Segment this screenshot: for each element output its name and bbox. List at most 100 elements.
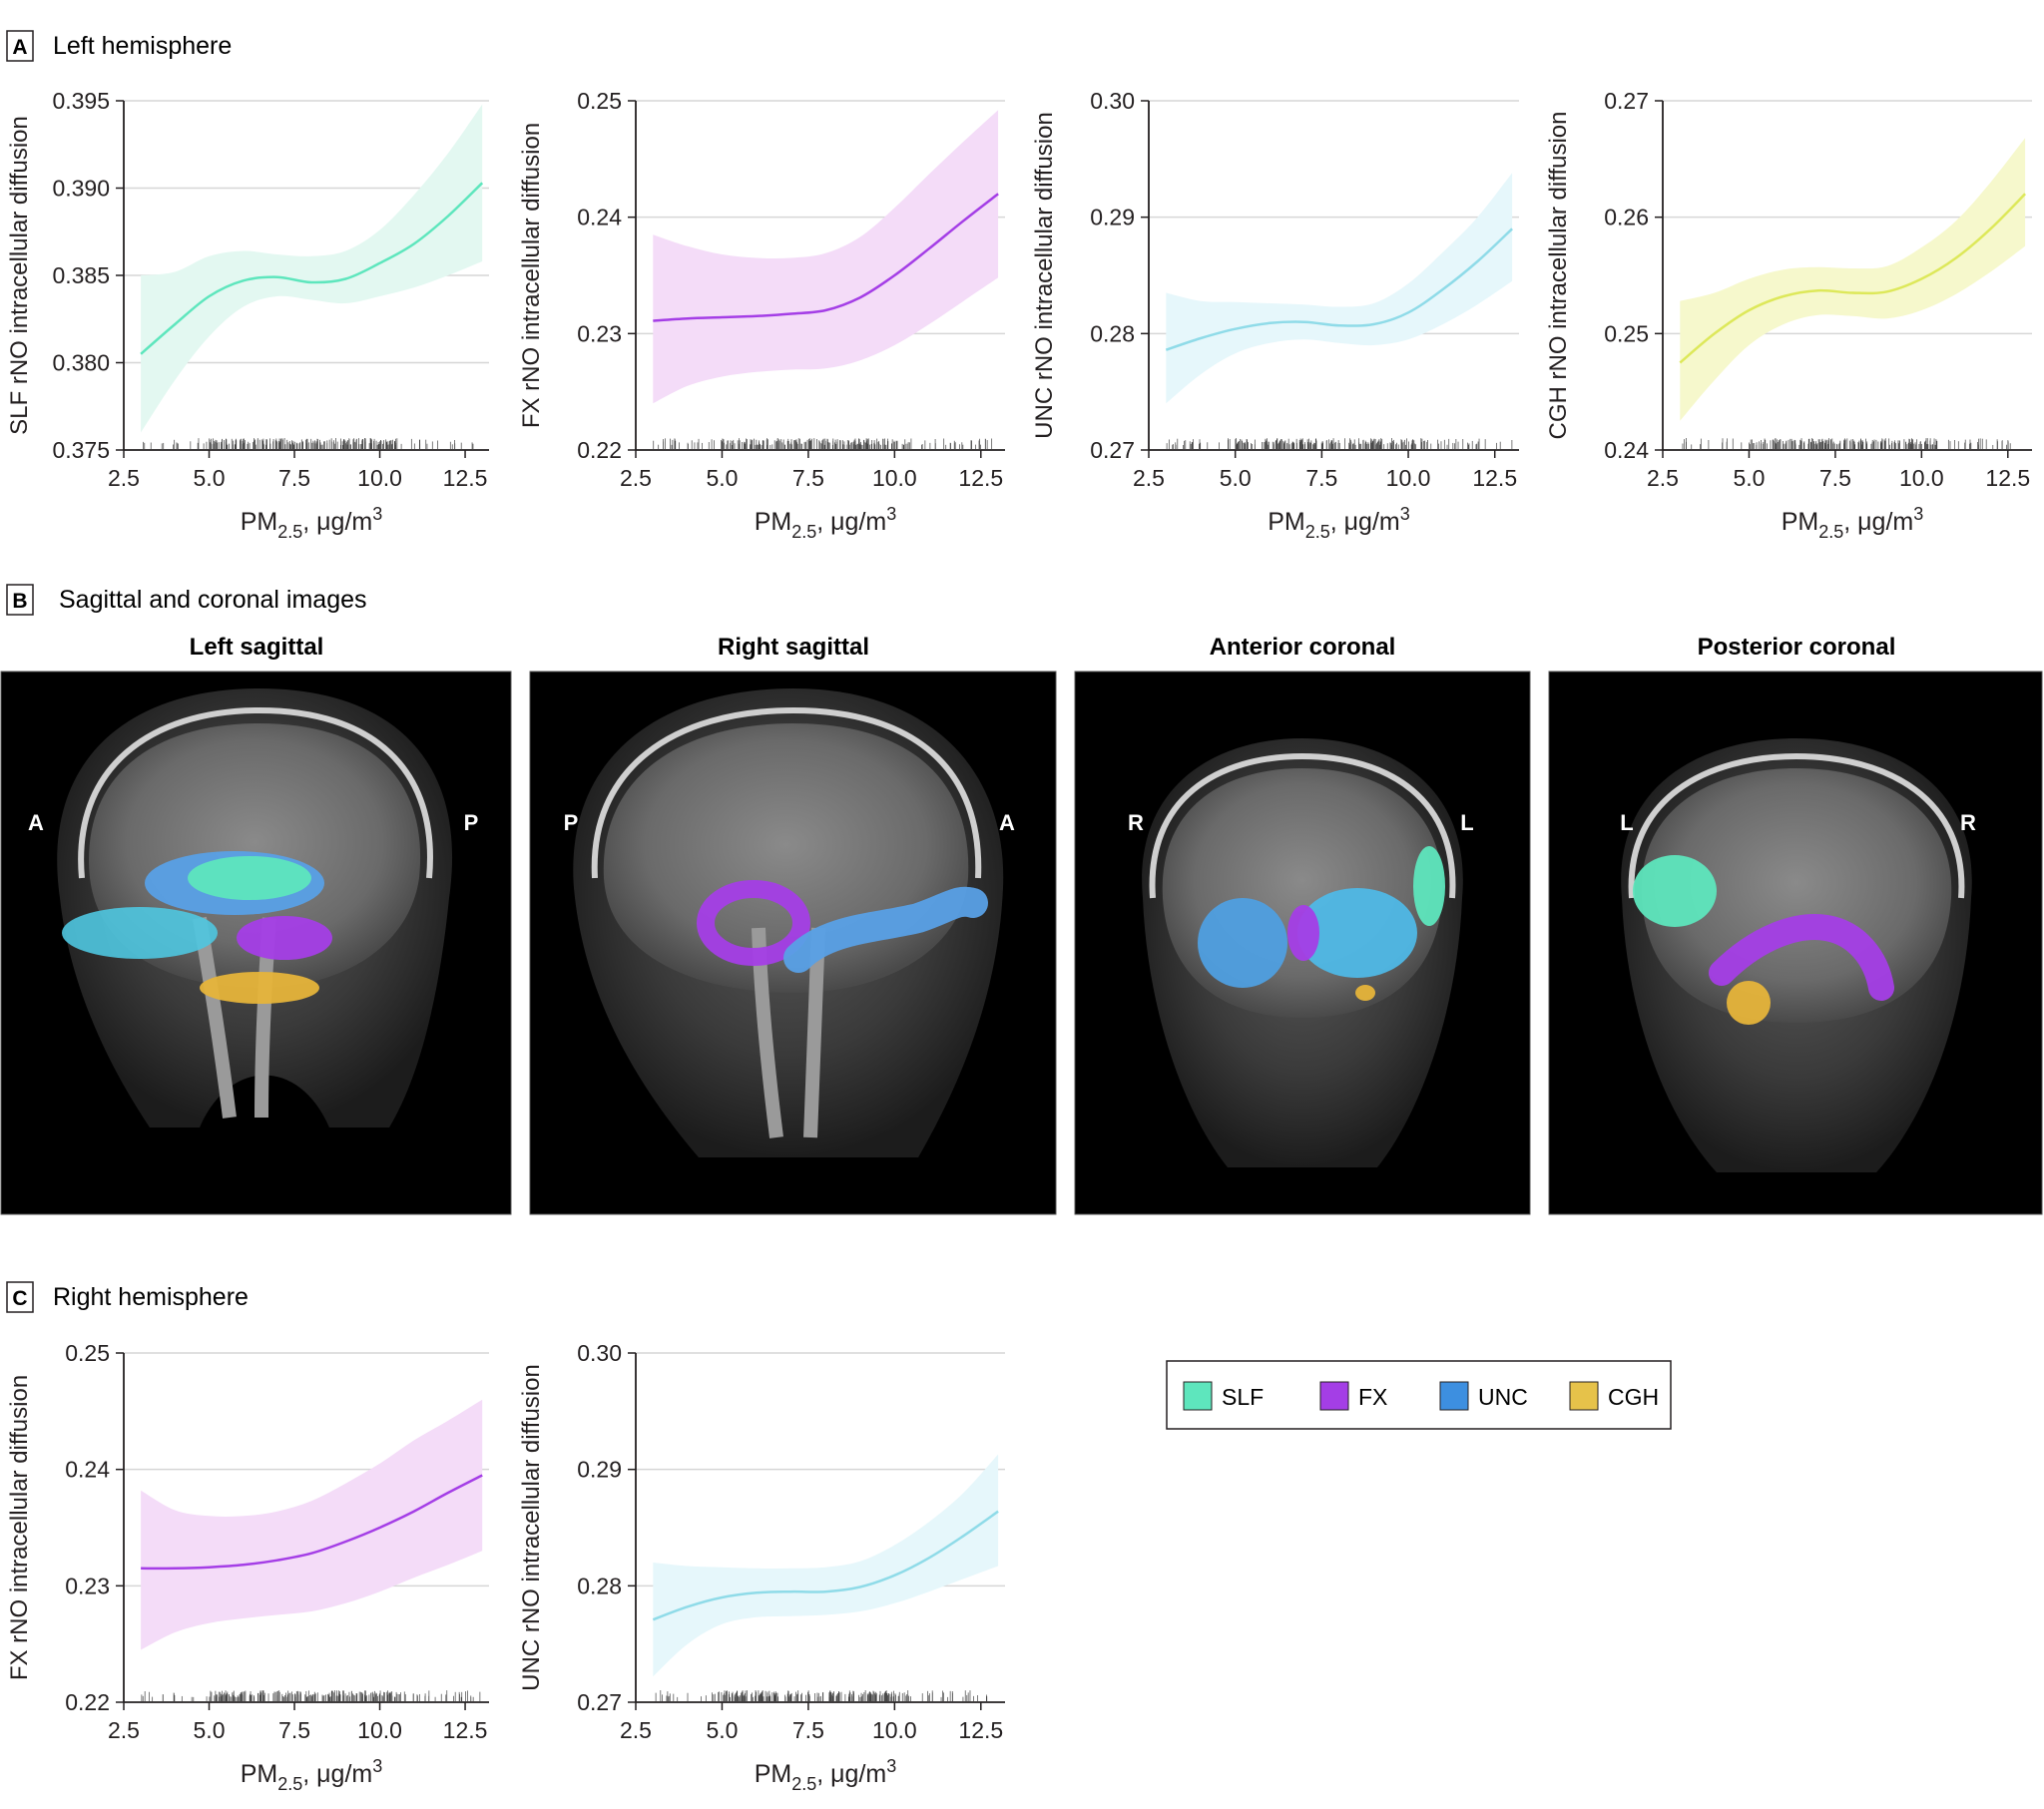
image-title-anterior-coronal: Anterior coronal [1210,634,1396,661]
panel-c-title: Right hemisphere [53,1283,249,1311]
y-tick-label: 0.27 [1604,88,1649,114]
x-tick-label: 2.5 [620,465,652,491]
y-tick-label: 0.29 [577,1457,622,1483]
y-tick-label: 0.25 [1604,320,1649,346]
legend-swatch [1569,1381,1599,1411]
orientation-label-right: A [999,810,1015,835]
confidence-band [141,1399,483,1650]
y-axis-label: UNC rNO intracellular diffusion [1031,112,1058,439]
fit-line-unc [652,1510,999,1621]
legend-label: SLF [1222,1384,1264,1410]
y-tick-label: 0.23 [65,1573,110,1598]
orientation-label-left: A [28,810,44,835]
tract-slf [1633,855,1717,927]
legend-item-unc: UNC [1439,1381,1528,1411]
fit-line-cgh [1679,193,2026,364]
brain-image-posterior-coronal: Posterior coronal L R [1548,634,2043,1215]
tract-fx [1287,905,1319,961]
y-tick-label: 0.22 [577,437,622,463]
y-tick-label: 0.28 [1090,320,1135,346]
confidence-band [653,1454,999,1677]
tract-cgh [1355,985,1375,1001]
brain-image-anterior-coronal: Anterior coronal R L [1074,634,1531,1215]
confidence-band [141,104,483,433]
panel-a-header: A Left hemisphere [6,30,232,62]
y-axis-label: FX rNO intracellular diffusion [6,1375,33,1680]
x-tick-label: 7.5 [792,1717,824,1743]
confidence-band [1680,138,2026,421]
y-tick-label: 0.24 [577,205,622,230]
chart-c2: 0.27 0.28 0.29 0.30 2.5 5.0 7.5 10.0 12.5 UNC rNO… [518,1340,1005,1794]
x-axis-label: PM2.5, μg/m3 [755,504,897,542]
panel-a-letter-box [6,30,34,62]
y-axis-label: FX rNO intracellular diffusion [518,123,545,428]
skull-outline [591,706,982,879]
tract-slf [188,856,311,900]
x-tick-label: 2.5 [108,465,140,491]
orientation-label-left: P [564,810,579,835]
tract-cgh [1727,981,1771,1025]
legend-label: UNC [1478,1384,1528,1410]
orientation-label-right: R [1960,810,1976,835]
x-tick-label: 5.0 [194,1717,226,1743]
confidence-band [1166,173,1513,404]
tract-unc-anterior [62,907,218,959]
panel-a-letter: A [12,36,27,59]
y-tick-label: 0.27 [1090,437,1135,463]
y-axis-label: SLF rNO intracellular diffusion [6,116,33,435]
x-tick-label: 5.0 [1220,465,1252,491]
tract-unc-right [1198,898,1287,988]
rug-ticks [141,1690,481,1701]
y-tick-label: 0.380 [52,350,110,376]
panel-b-header: B Sagittal and coronal images [6,584,367,616]
y-tick-label: 0.23 [577,320,622,346]
y-tick-label: 0.395 [52,88,110,114]
y-tick-label: 0.24 [1604,437,1649,463]
legend-item-cgh: CGH [1569,1381,1659,1411]
legend-swatch [1439,1381,1469,1411]
y-tick-label: 0.385 [52,262,110,288]
rug-ticks [653,438,993,449]
orientation-label-left: R [1128,810,1144,835]
image-title-posterior-coronal: Posterior coronal [1698,634,1896,661]
x-tick-label: 10.0 [357,465,402,491]
skull-outline [78,706,433,879]
y-tick-label: 0.24 [65,1457,110,1483]
y-axis-label: UNC rNO intracellular diffusion [518,1364,545,1691]
x-tick-label: 12.5 [443,1717,488,1743]
x-tick-label: 10.0 [357,1717,402,1743]
x-tick-label: 2.5 [620,1717,652,1743]
image-title-right-sagittal: Right sagittal [718,634,869,661]
tract-fx [697,880,810,966]
tract-unc-left [1297,888,1417,978]
rug-ticks [1166,438,1513,449]
x-tick-label: 2.5 [1133,465,1165,491]
y-tick-label: 0.22 [65,1689,110,1715]
orientation-label-right: P [464,810,479,835]
legend-item-slf: SLF [1183,1381,1264,1411]
tract-unc [783,886,988,973]
y-tick-label: 0.25 [65,1340,110,1366]
x-tick-label: 12.5 [1472,465,1517,491]
fit-line-unc [1165,227,1513,351]
x-tick-label: 12.5 [958,1717,1003,1743]
x-tick-label: 7.5 [1305,465,1337,491]
legend-label: CGH [1608,1384,1659,1410]
panel-b-letter-box [6,584,34,616]
x-tick-label: 12.5 [1985,465,2030,491]
panel-a-title: Left hemisphere [53,32,232,60]
x-axis-label: PM2.5, μg/m3 [241,1756,383,1794]
fit-line-slf [140,182,484,355]
x-tick-label: 5.0 [1733,465,1765,491]
y-tick-label: 0.25 [577,88,622,114]
x-tick-label: 12.5 [958,465,1003,491]
brain-image-left-sagittal: Left sagittal A P [0,634,512,1215]
rug-ticks [655,1690,988,1701]
x-tick-label: 7.5 [278,1717,310,1743]
x-tick-label: 10.0 [1899,465,1944,491]
y-tick-label: 0.29 [1090,205,1135,230]
x-axis-label: PM2.5, μg/m3 [241,504,383,542]
x-tick-label: 7.5 [278,465,310,491]
skull-outline [1149,752,1456,899]
